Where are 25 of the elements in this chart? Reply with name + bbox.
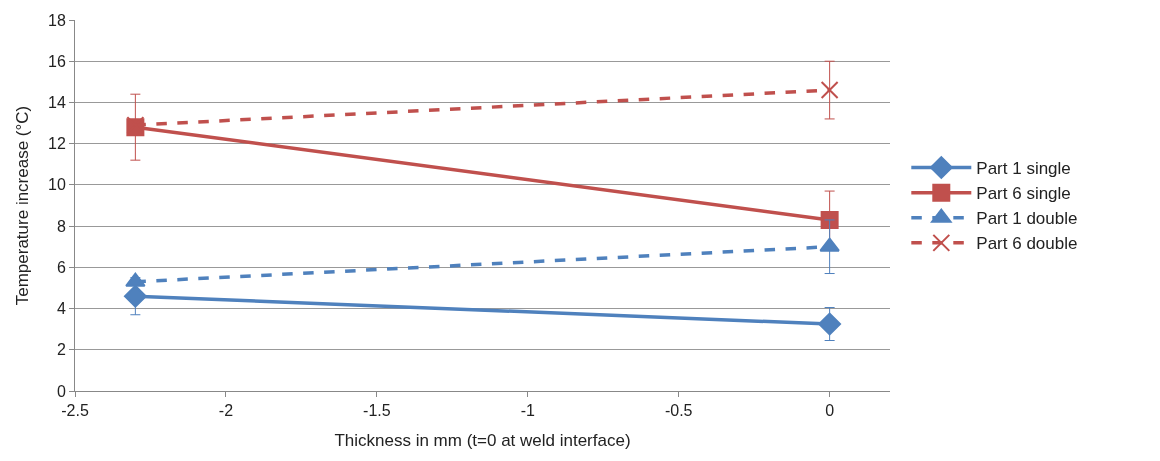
y-tick-label: 14 bbox=[48, 94, 66, 112]
x-tick-label: -0.5 bbox=[664, 402, 693, 420]
legend-label: Part 1 single bbox=[976, 159, 1071, 179]
legend-label: Part 6 double bbox=[976, 234, 1078, 254]
x-tick-label: -2 bbox=[218, 402, 234, 420]
y-tick-label: 8 bbox=[56, 217, 66, 235]
y-tick-label: 10 bbox=[48, 176, 66, 194]
legend-label: Part 6 single bbox=[976, 184, 1071, 204]
y-tick-label: 0 bbox=[56, 382, 66, 400]
y-tick-label: 16 bbox=[48, 52, 66, 70]
x-tick-label: -1 bbox=[520, 402, 535, 420]
y-axis-title: Temperature increase (°C) bbox=[12, 105, 32, 306]
point bbox=[818, 312, 842, 336]
point bbox=[820, 81, 839, 100]
x-axis-title: Thickness in mm (t=0 at weld interface) bbox=[334, 430, 631, 450]
y-tick-label: 4 bbox=[56, 300, 66, 318]
point bbox=[123, 284, 147, 308]
legend-label: Part 1 double bbox=[976, 209, 1078, 229]
y-tick-label: 2 bbox=[56, 341, 66, 359]
y-tick-label: 6 bbox=[56, 258, 66, 276]
y-tick-label: 18 bbox=[48, 11, 66, 29]
x-tick-label: -2.5 bbox=[61, 402, 89, 420]
x-tick-label: -1.5 bbox=[363, 402, 391, 420]
x-tick-label: 0 bbox=[825, 402, 835, 420]
y-tick-label: 12 bbox=[48, 135, 66, 153]
